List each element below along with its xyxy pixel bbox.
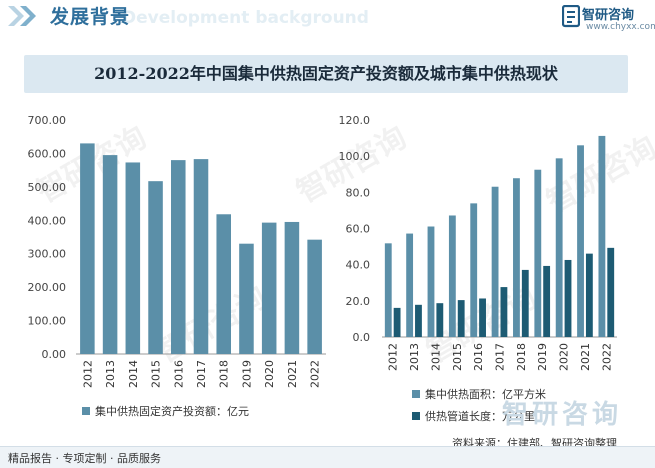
x-tick-label: 2021 [286,360,299,388]
y-tick-label: 500.00 [28,181,67,194]
x-tick-label: 2017 [494,343,507,371]
y-tick-label: 100.0 [339,150,371,163]
x-tick-label: 2013 [408,343,421,371]
legend-swatch [412,412,420,420]
legend-swatch [82,407,90,415]
x-tick-label: 2012 [387,343,400,371]
chart-title: 2012-2022年中国集中供热固定资产投资额及城市集中供热现状 [94,64,558,83]
y-tick-label: 600.00 [28,147,67,160]
bar [415,304,422,337]
x-tick-label: 2019 [536,343,549,371]
bar [598,135,606,337]
y-tick-label: 100.00 [28,315,67,328]
bar [80,143,95,354]
bar [284,221,300,354]
bar [448,215,456,337]
x-tick-label: 2015 [451,343,464,371]
bar [577,145,584,337]
bar [216,214,231,354]
y-tick-label: 40.0 [346,259,371,272]
bar [470,203,478,337]
bar [384,243,392,337]
bar [239,243,254,354]
x-tick-label: 2014 [429,343,442,371]
bar [491,186,499,337]
x-tick-label: 2018 [218,360,231,388]
bar [193,159,209,354]
x-tick-label: 2022 [309,360,322,388]
bar [436,303,444,337]
y-tick-label: 60.0 [346,223,371,236]
y-tick-label: 700.00 [28,114,67,127]
bar [534,169,542,337]
x-tick-label: 2022 [600,343,613,371]
y-tick-label: 0.0 [353,331,371,344]
x-tick-label: 2016 [472,343,485,371]
corner-brand-watermark: 智研咨询 [502,400,623,430]
bar [307,239,322,354]
logo-icon [562,5,580,28]
legend-label: 供热管道长度：万公里 [425,409,535,423]
bar [500,287,508,337]
bar [457,300,465,337]
x-tick-label: 2019 [240,360,253,388]
header-subtitle: Development background [122,8,369,28]
legend-label: 集中供热固定资产投资额：亿元 [95,404,249,418]
bar [479,298,486,337]
x-tick-label: 2012 [81,360,94,388]
bar [513,178,520,337]
logo-name: 智研咨询 [582,8,635,23]
y-tick-label: 0.00 [42,348,67,361]
footer: 精品报告 · 专项定制 · 品质服务 [0,446,655,468]
x-tick-label: 2020 [558,343,571,371]
legend-label: 集中供热面积：亿平方米 [425,387,546,401]
y-tick-label: 400.00 [28,214,67,227]
bar [102,155,118,354]
bar [564,259,572,337]
bar [148,181,163,354]
y-tick-label: 20.0 [346,295,371,308]
bar [521,269,529,337]
x-tick-label: 2021 [579,343,592,371]
y-tick-label: 200.00 [28,281,67,294]
legend-swatch [412,390,420,398]
logo-url: www.chyxx.com [586,22,655,32]
header: Development background 发展背景 智研咨询 www.chy… [0,0,655,36]
bar [171,160,186,354]
bar [543,265,551,337]
x-tick-label: 2016 [172,360,185,388]
main-title-bar: 2012-2022年中国集中供热固定资产投资额及城市集中供热现状 [24,55,628,93]
y-tick-label: 300.00 [28,248,67,261]
page-title: 发展背景 [50,6,131,28]
y-tick-label: 80.0 [346,186,371,199]
y-tick-label: 120.0 [339,114,371,127]
footer-slogan: 精品报告 · 专项定制 · 品质服务 [8,452,161,465]
bar [393,307,401,337]
x-tick-label: 2014 [127,360,140,388]
bar [261,222,277,354]
x-tick-label: 2013 [104,360,117,388]
x-tick-label: 2020 [263,360,276,388]
bar [585,253,593,337]
x-tick-label: 2015 [150,360,163,388]
bar [607,247,615,337]
bar [125,162,141,354]
bar [406,233,414,337]
bar [555,158,563,337]
bar [427,226,435,337]
chevron-right-icon [8,6,36,26]
x-tick-label: 2017 [195,360,208,388]
x-tick-label: 2018 [515,343,528,371]
